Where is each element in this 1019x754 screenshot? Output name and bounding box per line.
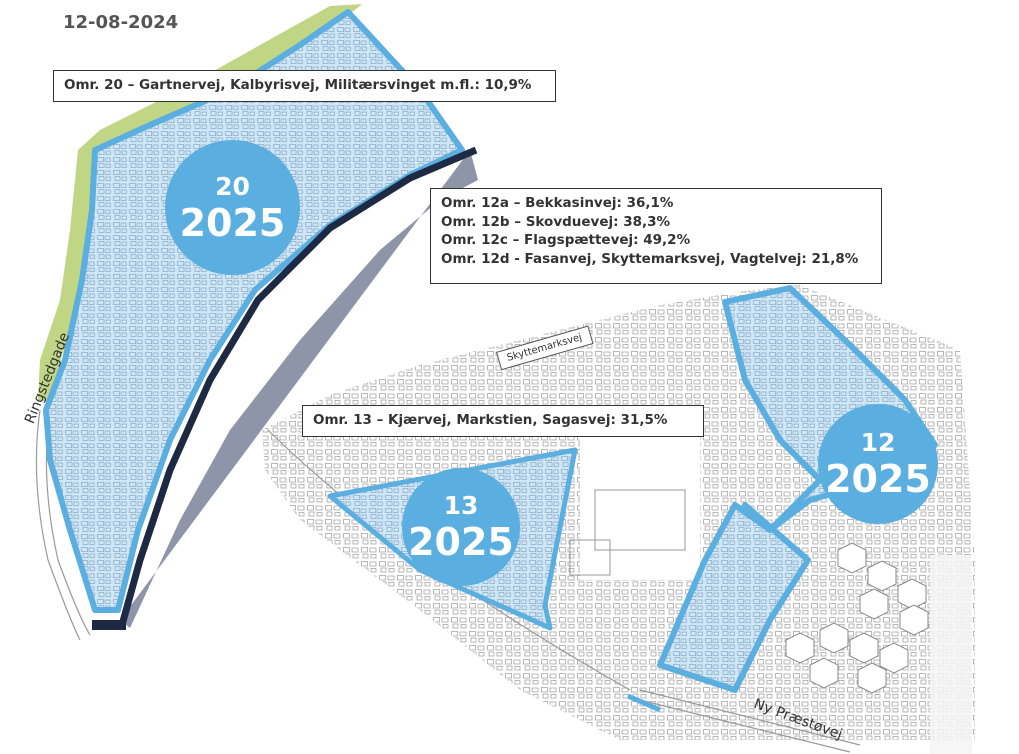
map-date: 12-08-2024 <box>63 12 179 33</box>
railway-line <box>118 146 478 626</box>
info-line: Omr. 12d - Fasanvej, Skyttemarksvej, Vag… <box>441 250 859 267</box>
badge-number: 20 <box>215 171 250 201</box>
area-20-badge[interactable]: 20 2025 <box>165 140 300 275</box>
info-box-area-12: Omr. 12a – Bekkasinvej: 36,1% Omr. 12b –… <box>430 188 882 284</box>
area-12-region[interactable] <box>657 285 938 693</box>
area-13-badge[interactable]: 13 2025 <box>402 468 520 586</box>
info-box-area-20: Omr. 20 – Gartnervej, Kalbyrisvej, Milit… <box>53 70 556 102</box>
badge-number: 13 <box>443 491 479 520</box>
info-line: Omr. 12b – Skovduevej: 38,3% <box>441 213 671 230</box>
info-line: Omr. 12c – Flagspættevej: 49,2% <box>441 232 691 248</box>
info-line: Omr. 13 – Kjærvej, Markstien, Sagasvej: … <box>313 412 668 428</box>
hexagon-buildings <box>785 542 929 694</box>
railway-end <box>92 620 126 630</box>
info-box-area-13: Omr. 13 – Kjærvej, Markstien, Sagasvej: … <box>302 405 704 437</box>
badge-year: 2025 <box>825 457 931 501</box>
map-fade-edge <box>930 555 972 754</box>
badge-number: 12 <box>860 428 896 457</box>
badge-year: 2025 <box>179 200 286 245</box>
info-line: Omr. 12a – Bekkasinvej: 36,1% <box>441 195 674 211</box>
badge-year: 2025 <box>408 520 514 564</box>
info-line: Omr. 20 – Gartnervej, Kalbyrisvej, Milit… <box>64 77 532 93</box>
area-12-badge[interactable]: 12 2025 <box>818 404 938 524</box>
area-12-road-segment <box>626 693 662 713</box>
